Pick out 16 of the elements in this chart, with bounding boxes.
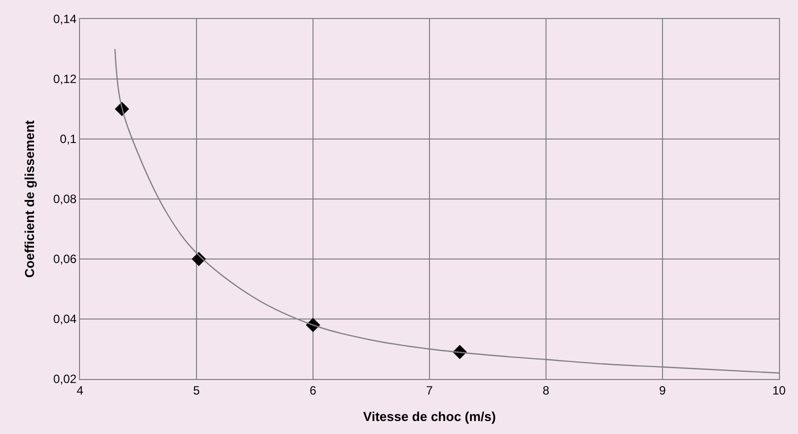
x-tick-label: 10 [772, 383, 786, 398]
x-axis-title: Vitesse de choc (m/s) [363, 409, 496, 424]
y-tick-label: 0,02 [53, 372, 77, 386]
y-tick-label: 0,14 [53, 12, 77, 26]
y-axis-title: Coefficient de glissement [22, 120, 38, 278]
y-tick-label: 0,08 [53, 192, 77, 206]
x-tick-label: 5 [193, 383, 200, 398]
y-tick-label: 0,12 [53, 72, 77, 86]
y-tick-label: 0,1 [60, 132, 77, 146]
x-tick-label: 9 [659, 383, 666, 398]
y-tick-label: 0,06 [53, 252, 77, 266]
y-tick-label: 0,04 [53, 312, 77, 326]
x-tick-label: 8 [542, 383, 550, 398]
x-tick-label: 7 [426, 383, 434, 398]
x-tick-label: 4 [76, 383, 84, 398]
x-tick-label: 6 [310, 383, 317, 398]
